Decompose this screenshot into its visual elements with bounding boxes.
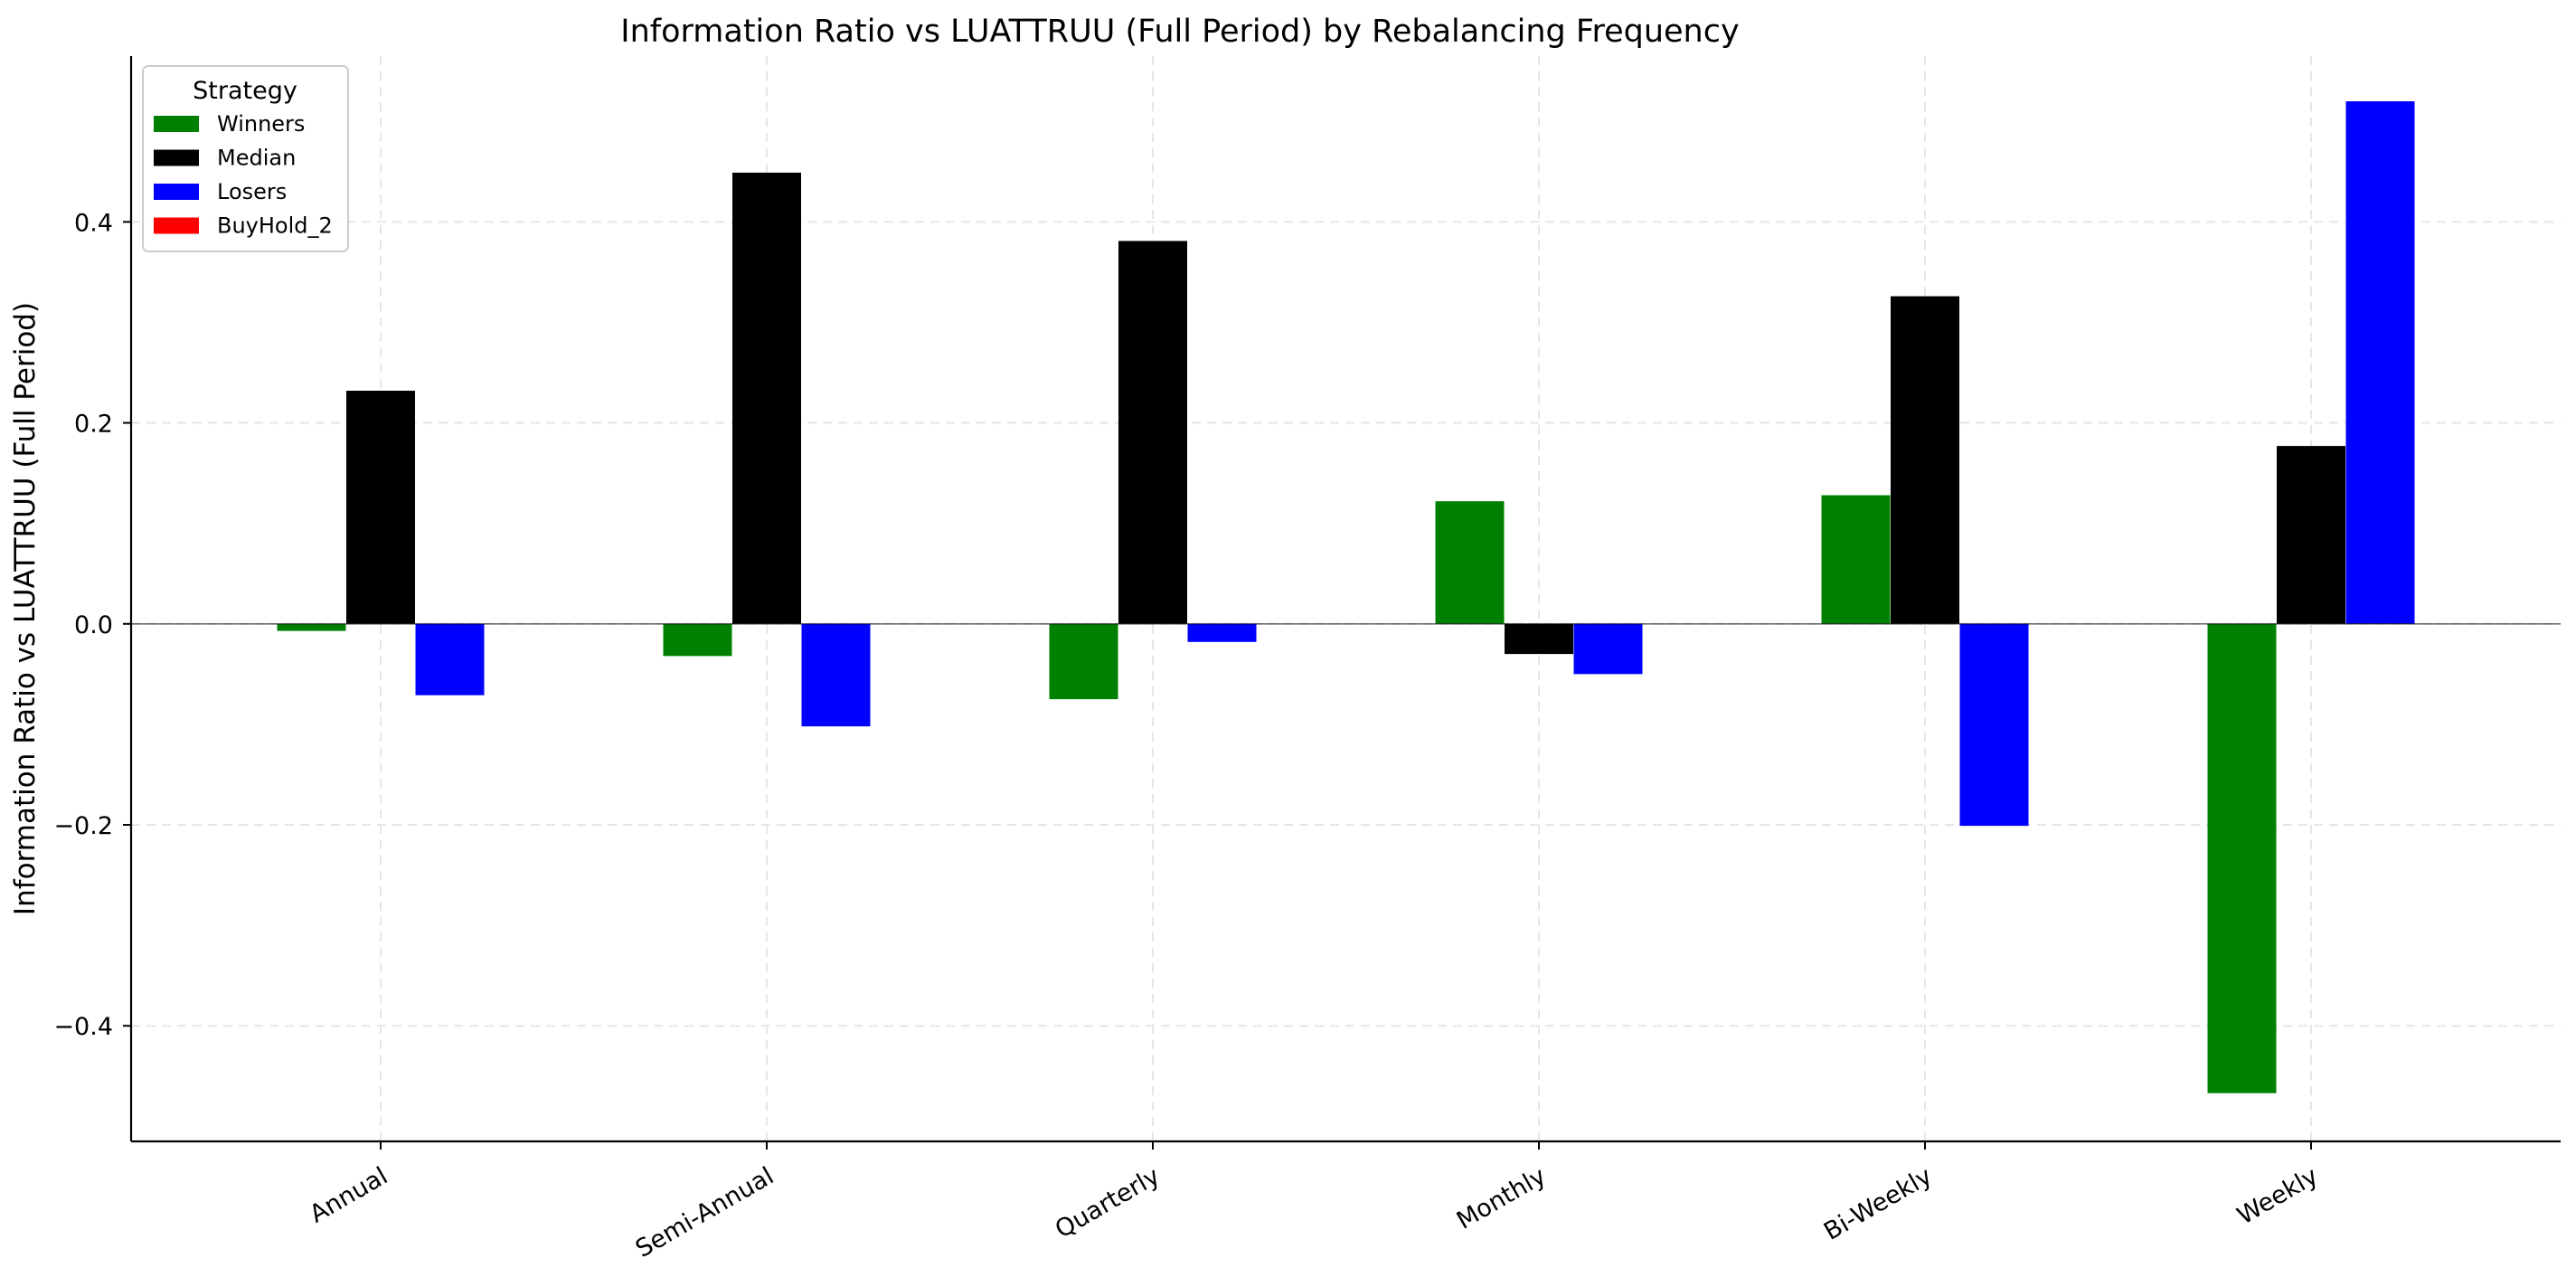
legend-label: BuyHold_2 <box>217 213 333 239</box>
legend-label: Winners <box>217 111 305 137</box>
y-tick-label: 0.0 <box>74 611 113 639</box>
bar-losers-annual <box>415 623 485 696</box>
bar-winners-bi-weekly <box>1821 495 1891 624</box>
chart-title: Information Ratio vs LUATTRUU (Full Peri… <box>620 14 1739 50</box>
bar-median-annual <box>346 391 415 624</box>
bar-winners-weekly <box>2207 623 2277 1093</box>
y-tick-label: 0.2 <box>74 411 113 439</box>
bar-losers-monthly <box>1573 623 1643 675</box>
bars <box>277 101 2415 1093</box>
bar-losers-bi-weekly <box>1959 623 2029 827</box>
legend-label: Losers <box>217 179 287 204</box>
y-ticks: −0.4 −0.2 0.0 0.2 0.4 <box>53 209 131 1041</box>
legend: Strategy Winners Median Losers BuyHold_2 <box>142 65 349 252</box>
y-tick-label: 0.4 <box>74 209 113 237</box>
bar-losers-quarterly <box>1187 623 1257 642</box>
legend-swatch-buyhold_2 <box>154 217 199 234</box>
legend-label: Median <box>217 146 296 171</box>
bar-losers-weekly <box>2345 101 2415 624</box>
bar-median-quarterly <box>1118 241 1187 624</box>
legend-title: Strategy <box>193 77 297 105</box>
legend-swatch-median <box>154 149 199 166</box>
bar-median-weekly <box>2277 446 2345 624</box>
bar-median-bi-weekly <box>1891 296 1959 624</box>
y-axis-label: Information Ratio vs LUATTRUU (Full Peri… <box>9 302 42 915</box>
bar-winners-monthly <box>1435 501 1505 624</box>
bar-median-semi-annual <box>732 172 801 624</box>
bar-winners-quarterly <box>1049 623 1118 700</box>
axes <box>129 56 2561 1143</box>
legend-swatch-winners <box>154 116 199 132</box>
legend-swatch-losers <box>154 184 199 200</box>
y-tick-label: −0.4 <box>53 1013 113 1041</box>
bar-winners-annual <box>277 623 346 631</box>
y-tick-label: −0.2 <box>53 812 113 840</box>
bar-losers-semi-annual <box>801 623 871 727</box>
bar-median-monthly <box>1505 623 1573 655</box>
legend-items: Winners Median Losers BuyHold_2 <box>154 111 333 239</box>
legend-box <box>142 65 349 252</box>
bar-winners-semi-annual <box>663 623 732 657</box>
